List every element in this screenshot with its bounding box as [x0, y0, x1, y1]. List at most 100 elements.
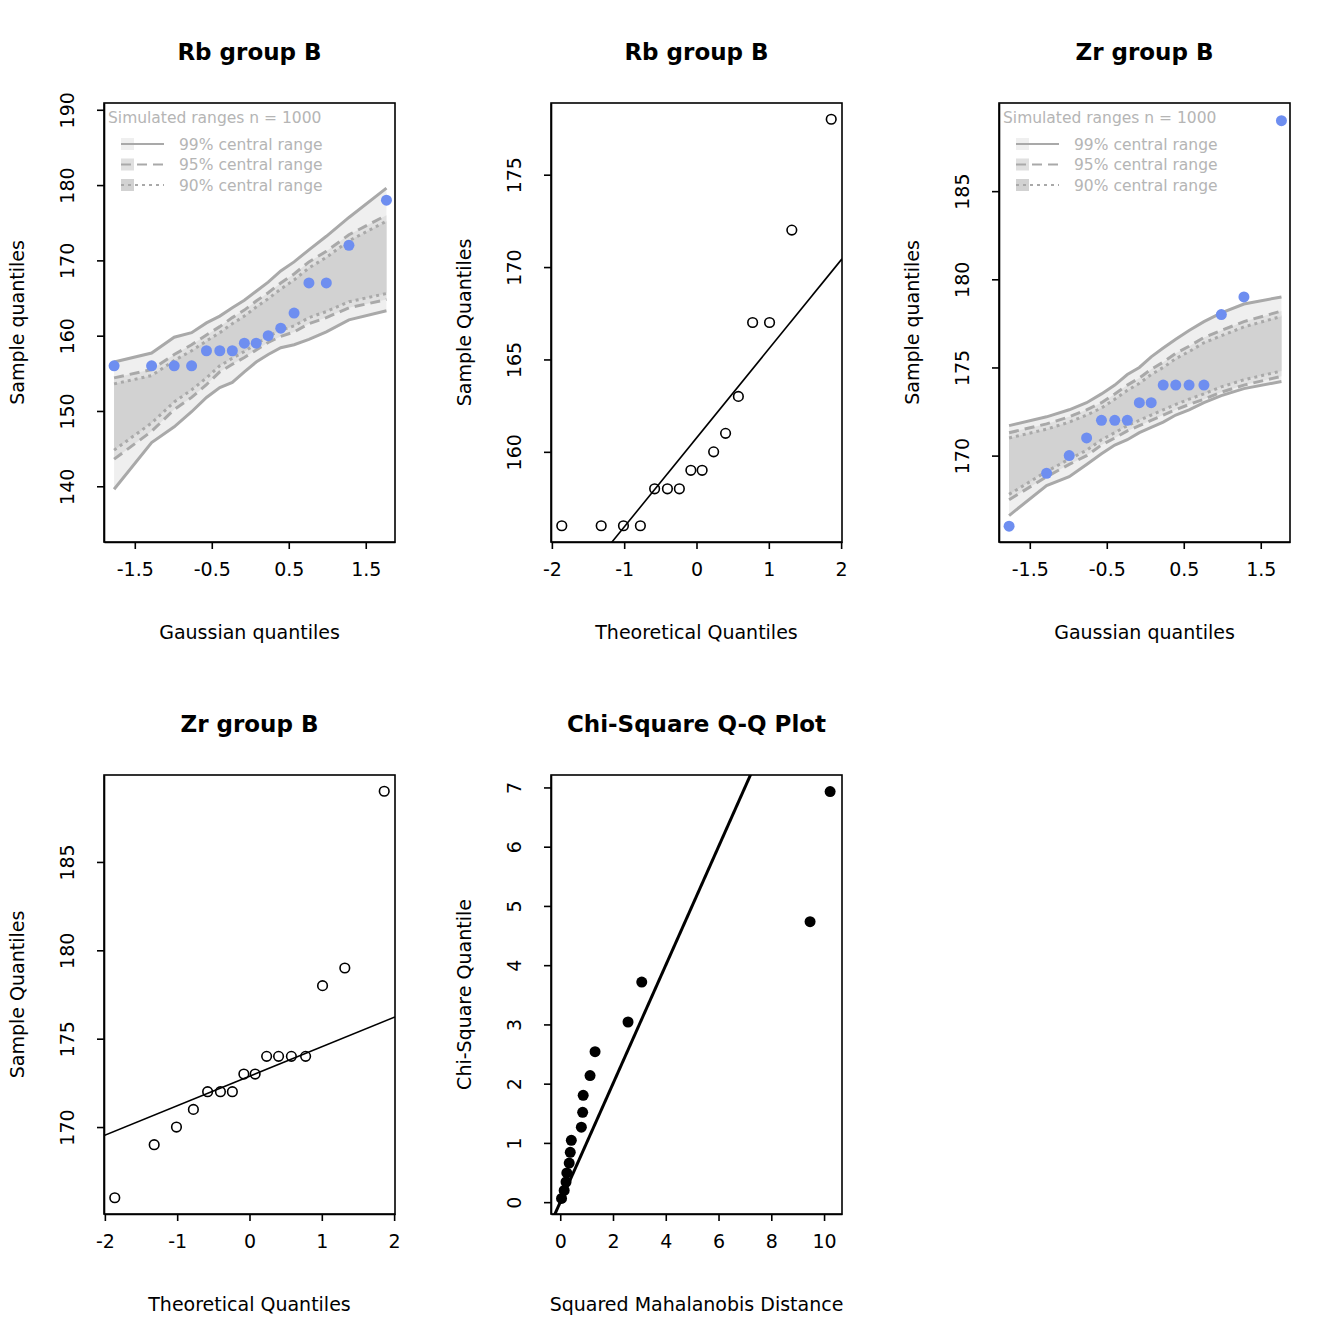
point: [263, 330, 274, 341]
tick-mark: [1183, 542, 1185, 549]
tick-mark: [544, 1202, 551, 1204]
tick-mark: [97, 109, 104, 111]
tick-mark: [97, 335, 104, 337]
tick-mark: [544, 452, 551, 454]
envelope-band: [114, 188, 386, 489]
tick: 170: [951, 438, 999, 474]
point: [734, 392, 744, 402]
tick-label: 3: [503, 1019, 525, 1031]
point: [787, 225, 797, 235]
tick: 180: [56, 933, 104, 969]
point: [1216, 309, 1227, 320]
tick: 175: [56, 1021, 104, 1057]
tick: 175: [503, 157, 551, 193]
tick-mark: [105, 1214, 107, 1221]
tick-mark: [992, 279, 999, 281]
envelope-line: [1009, 371, 1281, 494]
point: [239, 338, 250, 349]
plot-frame: [104, 775, 395, 1214]
tick: 2: [836, 542, 848, 580]
tick: 0: [503, 1197, 551, 1209]
chart-title: Zr group B: [1075, 39, 1213, 65]
tick-label: -1.5: [1012, 558, 1049, 580]
point: [379, 786, 389, 796]
axis-line: [104, 776, 106, 1215]
point: [110, 1193, 120, 1203]
tick-label: 180: [56, 167, 78, 203]
point: [663, 484, 673, 494]
point: [650, 484, 660, 494]
chart-title: Rb group B: [624, 39, 768, 65]
tick-label: 170: [56, 1109, 78, 1145]
point: [636, 977, 647, 988]
point: [636, 521, 646, 531]
point: [250, 1069, 260, 1079]
point: [303, 277, 314, 288]
tick: 185: [951, 174, 999, 210]
tick: 180: [951, 262, 999, 298]
tick-label: 0: [503, 1197, 525, 1209]
legend-label: 95% central range: [179, 156, 323, 174]
tick-label: 170: [56, 243, 78, 279]
point: [825, 786, 836, 797]
tick: 170: [56, 1109, 104, 1145]
tick: 1: [503, 1137, 551, 1149]
tick: 0.5: [274, 542, 304, 580]
tick-mark: [97, 185, 104, 187]
y-axis: 170175180185: [56, 776, 105, 1215]
tick: 0: [244, 1214, 256, 1252]
point: [1122, 415, 1133, 426]
legend-label: 99% central range: [179, 136, 323, 154]
legend: Simulated ranges n = 100099% central ran…: [108, 109, 323, 195]
tick: -0.5: [1089, 542, 1126, 580]
tick-label: 175: [951, 350, 973, 386]
tick-mark: [613, 1214, 615, 1221]
tick-mark: [824, 1214, 826, 1221]
tick-label: 0.5: [1169, 558, 1199, 580]
panel: -2-1012160165170175Rb group BTheoretical…: [453, 39, 848, 643]
point: [623, 1016, 634, 1027]
tick-mark: [97, 950, 104, 952]
tick-mark: [718, 1214, 720, 1221]
point: [577, 1107, 588, 1118]
tick-label: 4: [503, 960, 525, 972]
axis-line: [105, 542, 396, 544]
point: [561, 1167, 572, 1178]
tick-label: 175: [56, 1021, 78, 1057]
tick-label: 0: [244, 1230, 256, 1252]
point: [1276, 115, 1287, 126]
point: [149, 1140, 159, 1150]
y-axis: 160165170175: [503, 104, 552, 543]
plot-frame: [999, 103, 1290, 542]
point: [287, 1052, 297, 1062]
panel: -1.5-0.50.51.5140150160170180190Rb group…: [6, 39, 396, 643]
tick-label: 7: [503, 782, 525, 794]
tick: 165: [503, 342, 551, 378]
tick-label: 6: [713, 1230, 725, 1252]
envelope-band: [114, 221, 386, 450]
tick-label: 6: [503, 841, 525, 853]
point: [275, 323, 286, 334]
tick-label: 150: [56, 393, 78, 429]
point: [596, 521, 606, 531]
point: [216, 1087, 226, 1097]
tick-mark: [544, 965, 551, 967]
point: [566, 1135, 577, 1146]
tick: 180: [56, 167, 104, 203]
tick-label: 1: [763, 558, 775, 580]
point: [262, 1052, 272, 1062]
y-axis-title: Sample quantiles: [901, 240, 923, 405]
tick-mark: [841, 542, 843, 549]
legend-line: [121, 143, 164, 145]
tick: 1: [316, 1214, 328, 1252]
legend-label: 90% central range: [1074, 177, 1218, 195]
envelope-band: [1009, 316, 1281, 494]
tick-mark: [552, 542, 554, 549]
axis-line: [104, 104, 106, 543]
tick-label: 2: [836, 558, 848, 580]
tick-label: -1: [615, 558, 634, 580]
point: [301, 1052, 311, 1062]
panel: -1.5-0.50.51.5170175180185Zr group BGaus…: [901, 39, 1291, 643]
point: [1004, 521, 1015, 532]
tick-label: 2: [607, 1230, 619, 1252]
